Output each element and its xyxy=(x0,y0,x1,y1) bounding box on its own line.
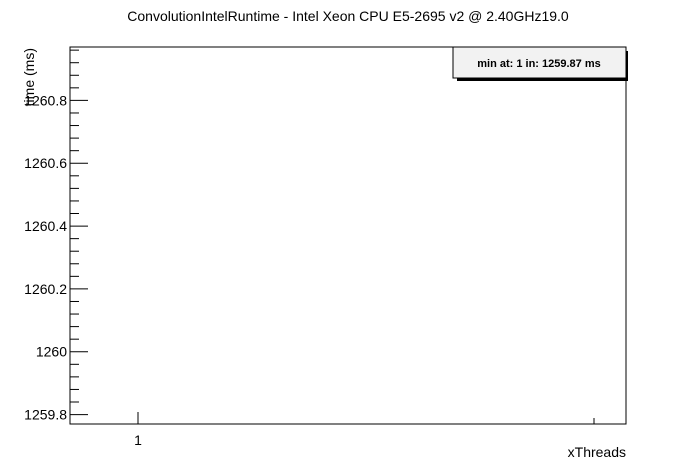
y-tick-label: 1259.8 xyxy=(24,407,67,423)
y-axis: 1259.8 1260 1260.2 1260.4 1260.6 1260.8 xyxy=(24,49,88,423)
y-axis-label: time (ms) xyxy=(21,48,37,106)
y-tick-label: 1260 xyxy=(36,344,67,360)
y-tick-label: 1260.8 xyxy=(24,92,67,108)
x-axis-label: xThreads xyxy=(568,444,626,460)
legend-box: min at: 1 in: 1259.87 ms xyxy=(452,46,628,81)
x-axis: 1 xyxy=(134,412,595,448)
y-tick-label: 1260.2 xyxy=(24,281,67,297)
x-tick-label: 1 xyxy=(134,432,142,448)
legend-frame xyxy=(452,46,627,79)
legend-annotation: min at: 1 in: 1259.87 ms xyxy=(477,58,601,70)
y-tick-label: 1260.6 xyxy=(24,155,67,171)
chart-title: ConvolutionIntelRuntime - Intel Xeon CPU… xyxy=(127,8,569,24)
y-tick-label: 1260.4 xyxy=(24,218,67,234)
plot-frame xyxy=(69,46,627,425)
